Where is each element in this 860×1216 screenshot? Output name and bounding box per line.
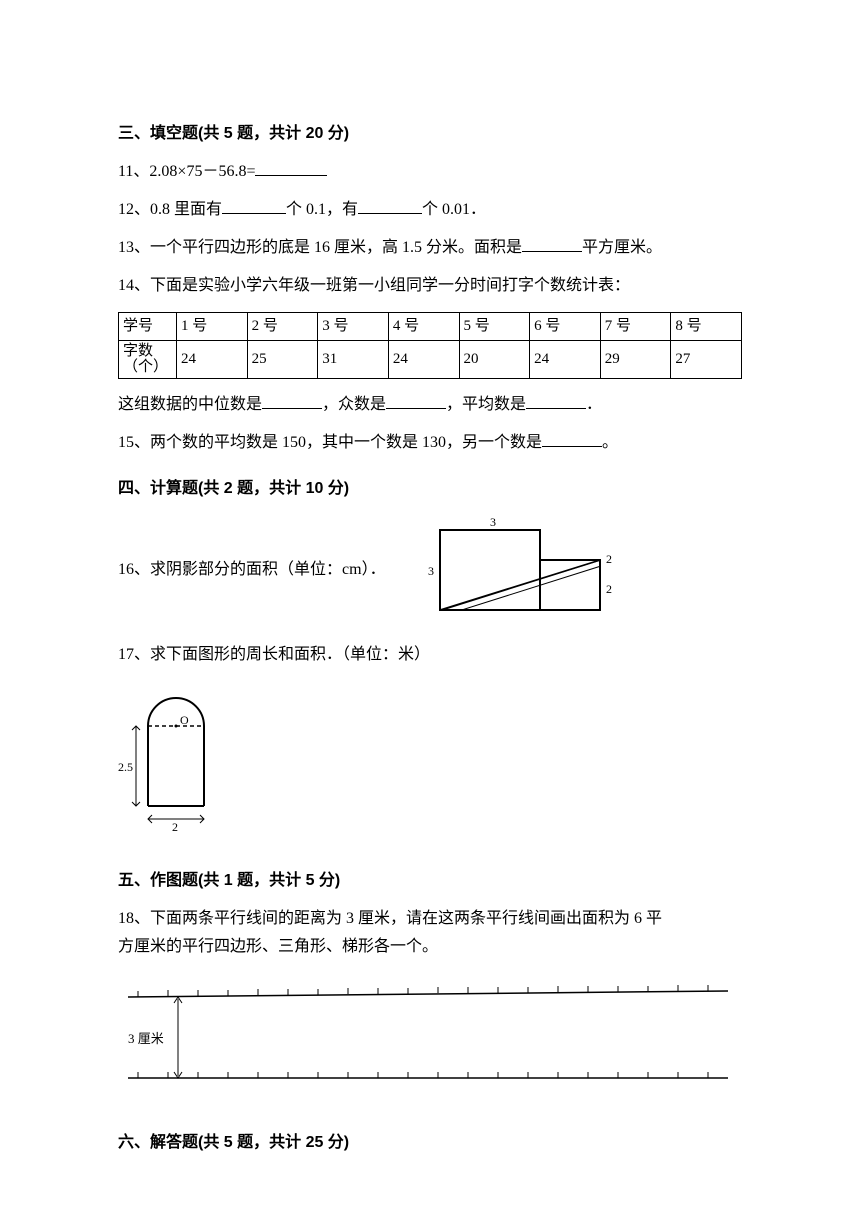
val-1: 24 (177, 340, 248, 378)
dim-left: 3 (428, 564, 434, 578)
q14-tail2: ，众数是 (322, 396, 386, 413)
q18-line2: 方厘米的平行四边形、三角形、梯形各一个。 (118, 938, 438, 955)
question-13: 13、一个平行四边形的底是 16 厘米，高 1.5 分米。面积是 平方厘米。 (118, 236, 742, 260)
q18-label: 18、 (118, 910, 150, 927)
q15-t1: 两个数的平均数是 150，其中一个数是 130，另一个数是 (150, 434, 542, 451)
col-4: 4 号 (388, 313, 459, 341)
val-3: 31 (318, 340, 389, 378)
q14-blank-2 (386, 393, 446, 409)
q15-label: 15、 (118, 434, 150, 451)
q14-blank-3 (526, 393, 586, 409)
col-3: 3 号 (318, 313, 389, 341)
val-7: 29 (600, 340, 671, 378)
val-2: 25 (247, 340, 318, 378)
q16-figure: 3 3 2 2 (400, 515, 620, 625)
center-o: O (180, 713, 189, 727)
col-1: 1 号 (177, 313, 248, 341)
dim-r2: 2 (606, 582, 612, 596)
q14-tail3: ，平均数是 (446, 396, 526, 413)
question-18-text-2: 方厘米的平行四边形、三角形、梯形各一个。 (118, 935, 742, 959)
row2-header-l1: 字数 (123, 343, 153, 359)
question-18-text: 18、下面两条平行线间的距离为 3 厘米，请在这两条平行线间画出面积为 6 平 (118, 907, 742, 931)
gap-label: 3 厘米 (128, 1031, 164, 1046)
question-11: 11、2.08×75－56.8= (118, 160, 742, 184)
table-row: 学号 1 号 2 号 3 号 4 号 5 号 6 号 7 号 8 号 (119, 313, 742, 341)
question-14-intro: 14、下面是实验小学六年级一班第一小组同学一分时间打字个数统计表： (118, 274, 742, 298)
q14-tail1: 这组数据的中位数是 (118, 396, 262, 413)
q15-blank (542, 431, 602, 447)
val-6: 24 (530, 340, 601, 378)
section-6-heading: 六、解答题(共 5 题，共计 25 分) (118, 1131, 742, 1155)
question-15: 15、两个数的平均数是 150，其中一个数是 130，另一个数是 。 (118, 431, 742, 455)
q14-intro: 下面是实验小学六年级一班第一小组同学一分时间打字个数统计表： (150, 277, 630, 294)
q11-expr: 2.08×75－56.8= (149, 163, 255, 180)
q14-table: 学号 1 号 2 号 3 号 4 号 5 号 6 号 7 号 8 号 字数（个）… (118, 312, 742, 379)
q11-blank (255, 160, 327, 176)
question-16: 16、求阴影部分的面积（单位：cm）． 3 3 2 2 (118, 515, 742, 625)
q11-label: 11、 (118, 163, 149, 180)
q12-t2: 个 0.1，有 (286, 201, 358, 218)
col-2: 2 号 (247, 313, 318, 341)
section-5-heading: 五、作图题(共 1 题，共计 5 分) (118, 869, 742, 893)
dim-height: 2.5 (118, 760, 133, 774)
q13-label: 13、 (118, 239, 150, 256)
section-3-heading: 三、填空题(共 5 题，共计 20 分) (118, 122, 742, 146)
row1-header: 学号 (119, 313, 177, 341)
val-4: 24 (388, 340, 459, 378)
q14-tail4: ． (586, 396, 602, 413)
q16-label: 16、 (118, 561, 150, 578)
q17-label: 17、 (118, 646, 150, 663)
question-14-tail: 这组数据的中位数是 ，众数是 ，平均数是 ． (118, 393, 742, 417)
question-17-text: 17、求下面图形的周长和面积．（单位：米） (118, 643, 742, 667)
q16-text: 求阴影部分的面积（单位：cm）． (150, 561, 386, 578)
q13-blank (522, 236, 582, 252)
q14-blank-1 (262, 393, 322, 409)
dim-width: 2 (172, 820, 178, 831)
q13-t1: 一个平行四边形的底是 16 厘米，高 1.5 分米。面积是 (150, 239, 522, 256)
question-12: 12、0.8 里面有 个 0.1，有 个 0.01． (118, 198, 742, 222)
col-6: 6 号 (530, 313, 601, 341)
q14-label: 14、 (118, 277, 150, 294)
q12-t3: 个 0.01． (422, 201, 486, 218)
val-5: 20 (459, 340, 530, 378)
q17-figure: O 2.5 2 (118, 691, 228, 831)
dim-top: 3 (490, 515, 496, 529)
q13-t2: 平方厘米。 (582, 239, 662, 256)
dim-r1: 2 (606, 552, 612, 566)
section-4-heading: 四、计算题(共 2 题，共计 10 分) (118, 477, 742, 501)
q12-blank-2 (358, 198, 422, 214)
q16-text-wrap: 16、求阴影部分的面积（单位：cm）． (118, 558, 386, 582)
row2-header: 字数（个） (119, 340, 177, 378)
val-8: 27 (671, 340, 742, 378)
col-8: 8 号 (671, 313, 742, 341)
row2-header-l2: （个） (123, 359, 168, 375)
q12-t1: 0.8 里面有 (150, 201, 222, 218)
col-7: 7 号 (600, 313, 671, 341)
col-5: 5 号 (459, 313, 530, 341)
q15-t2: 。 (602, 434, 618, 451)
table-row: 字数（个） 24 25 31 24 20 24 29 27 (119, 340, 742, 378)
q18-figure: 3 厘米 (118, 983, 738, 1093)
q17-text: 求下面图形的周长和面积．（单位：米） (150, 646, 430, 663)
q12-blank-1 (222, 198, 286, 214)
q18-line1: 下面两条平行线间的距离为 3 厘米，请在这两条平行线间画出面积为 6 平 (150, 910, 662, 927)
q12-label: 12、 (118, 201, 150, 218)
